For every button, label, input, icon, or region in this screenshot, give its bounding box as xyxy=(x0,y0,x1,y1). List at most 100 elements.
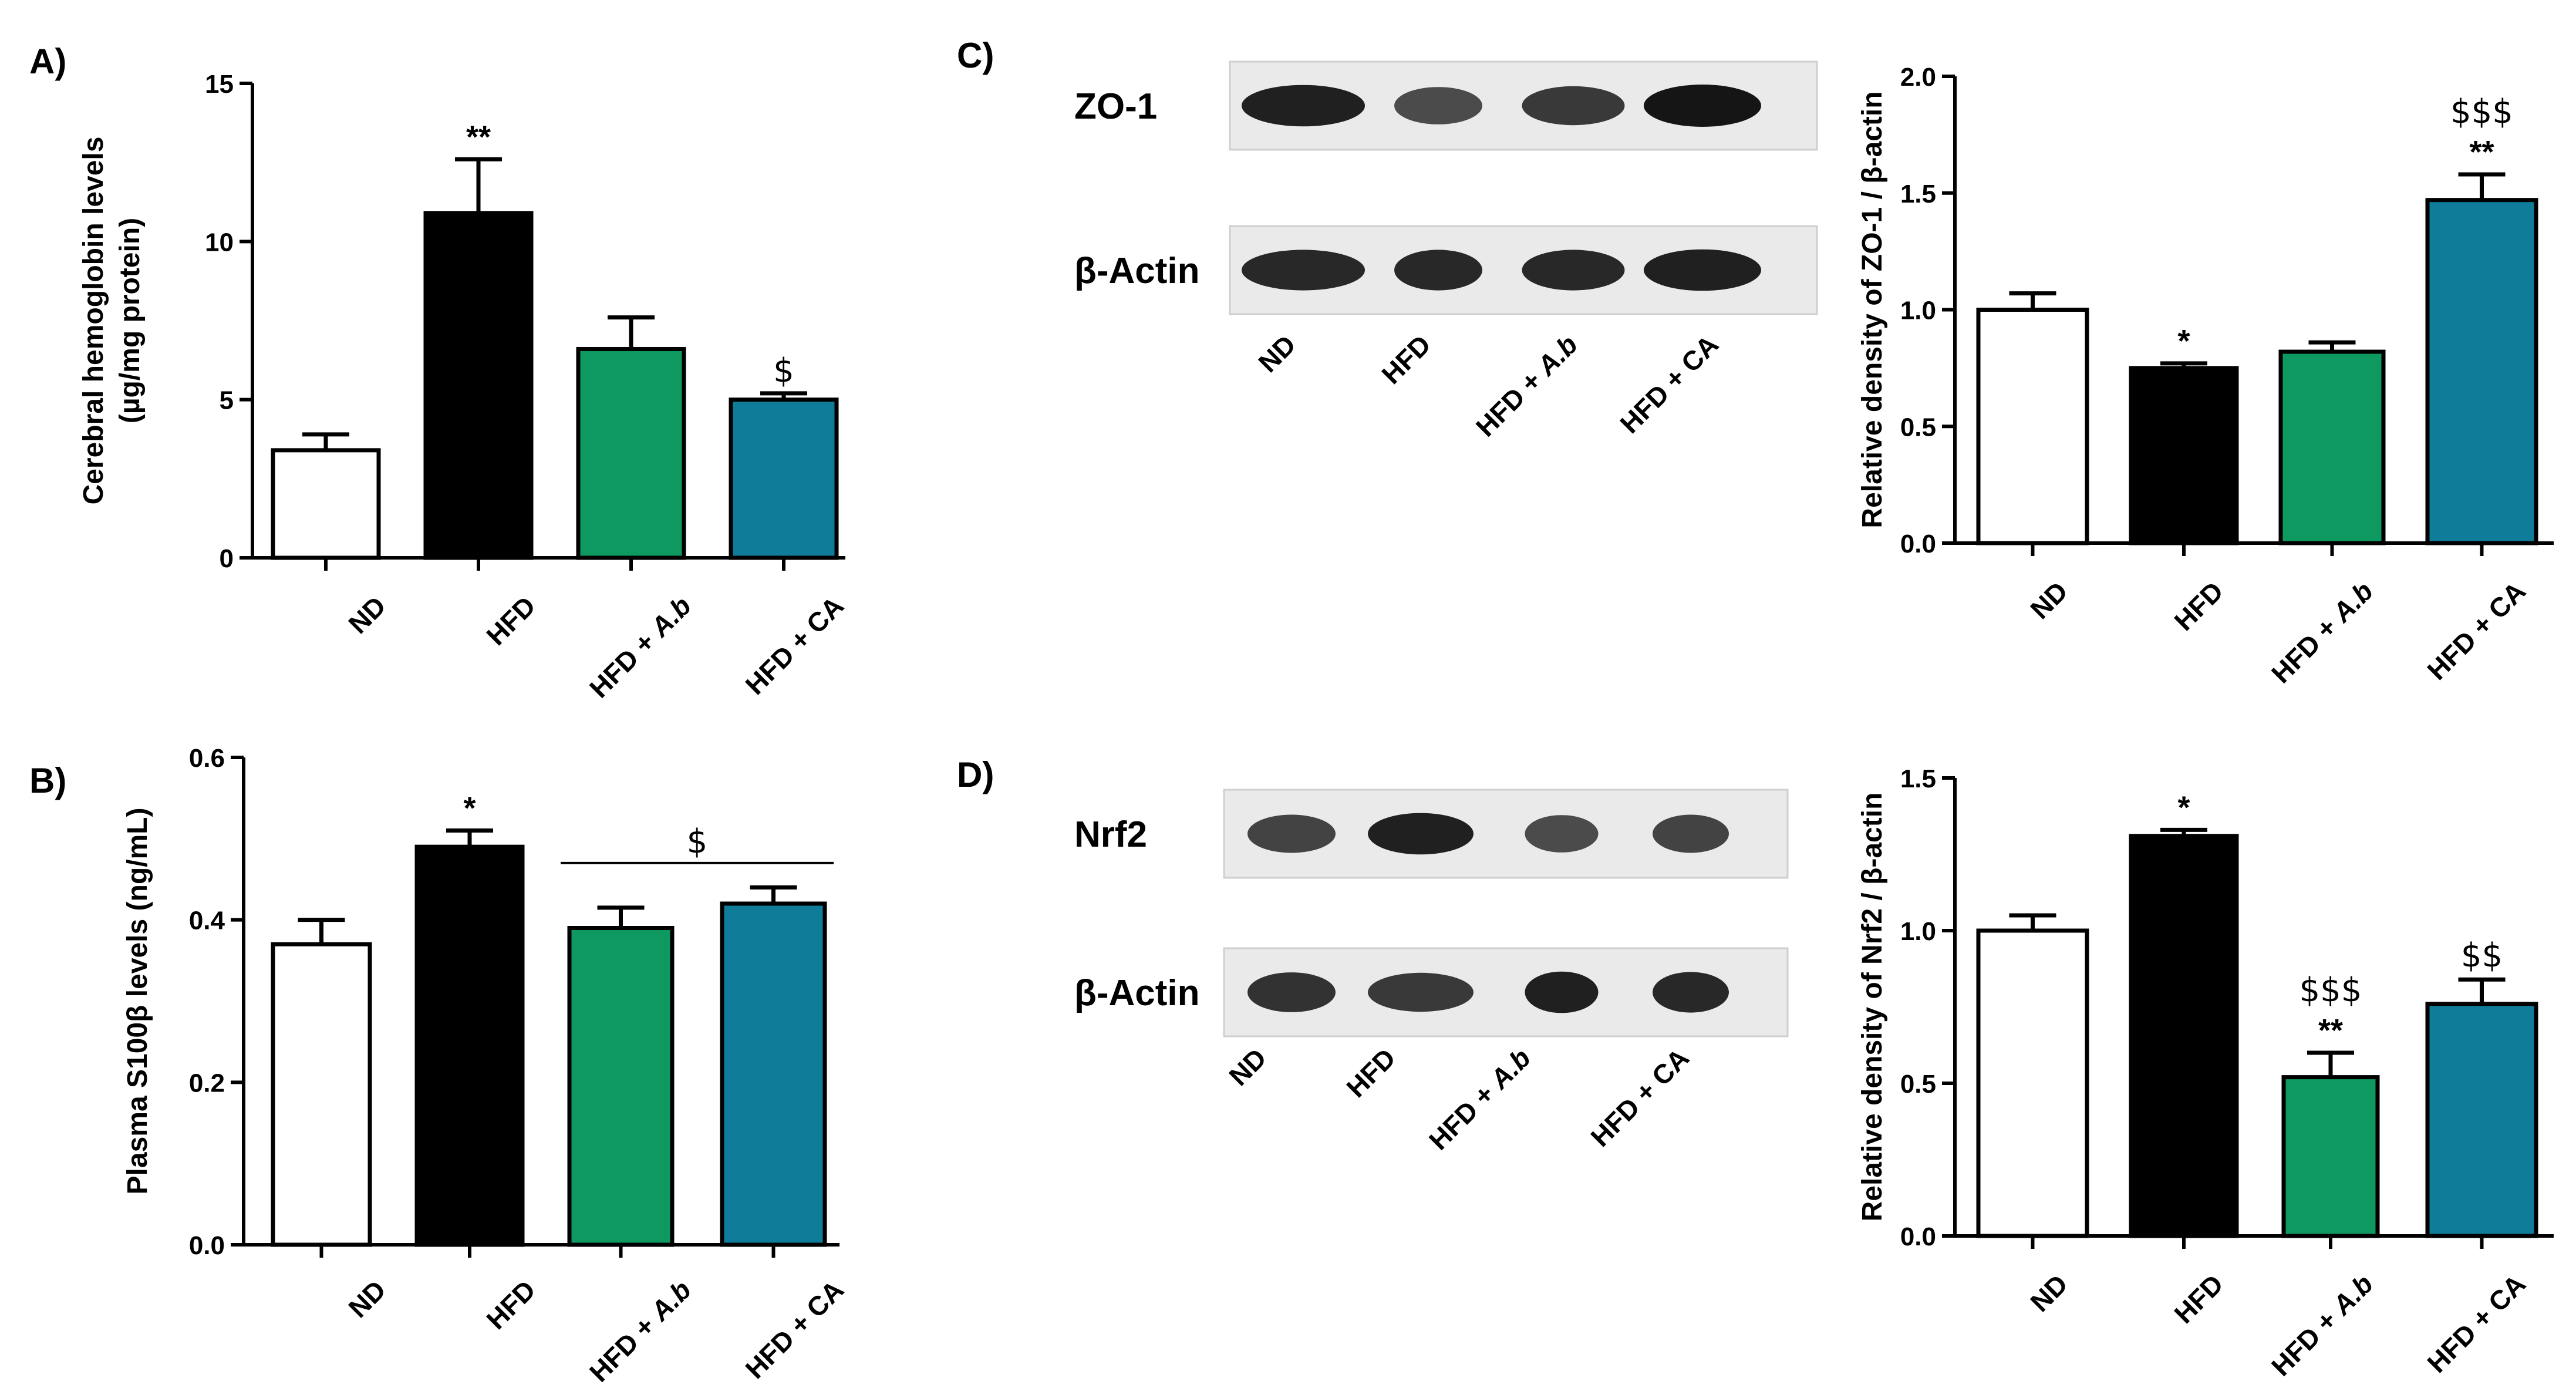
significance-dollar: $ xyxy=(773,352,794,390)
y-tick-label: 0.4 xyxy=(189,907,225,935)
category-label: HFD + CA xyxy=(2421,1268,2531,1379)
category-label: ND xyxy=(342,590,392,639)
significance-dollar: $$ xyxy=(2461,937,2503,975)
blot-row-label: ZO-1 xyxy=(1074,86,1157,127)
panel-letter: D) xyxy=(957,755,994,794)
blot-band xyxy=(1368,972,1474,1012)
y-tick-label: 5 xyxy=(220,386,234,415)
western-blot-panel-c: C) ZO-1 β-Actin ND HFD HFD + A.b HFD + CA xyxy=(957,36,1818,442)
significance-asterisk: ** xyxy=(2318,1013,2343,1048)
bar xyxy=(576,346,686,560)
category-label: ND xyxy=(2024,1268,2073,1318)
bar xyxy=(2281,1075,2380,1238)
category-label: ND xyxy=(342,1274,392,1323)
category-label: HFD xyxy=(2168,575,2229,636)
blot-lane-label: HFD + A.b xyxy=(1470,329,1583,442)
bar xyxy=(567,926,675,1247)
significance-asterisk: * xyxy=(463,791,476,826)
category-label: HFD + A.b xyxy=(584,590,697,703)
y-tick-label: 0.0 xyxy=(1900,530,1936,558)
blot-row-label: β-Actin xyxy=(1074,973,1200,1013)
y-tick-label: 0.5 xyxy=(1900,413,1936,442)
panel-letter: A) xyxy=(29,42,66,81)
panel-letter: D) xyxy=(957,755,994,794)
y-tick-label: 2.0 xyxy=(1900,63,1936,92)
category-label: HFD xyxy=(480,590,541,651)
blot-band xyxy=(1368,813,1474,855)
western-blot-panel-d: D) Nrf2 β-Actin ND HFD HFD + A.b HFD + CA xyxy=(957,755,1789,1156)
panel-letter: C) xyxy=(957,36,994,75)
blot-band xyxy=(1522,86,1625,126)
panel-letter: B) xyxy=(29,761,66,800)
bar xyxy=(423,211,534,560)
significance-dollar: $ xyxy=(687,823,708,861)
blot-band xyxy=(1242,85,1365,127)
category-label: HFD + A.b xyxy=(584,1274,697,1387)
chart-panel-b: B) 0.0 0.2 0.4 0.6 Plasma S100β levels (ng/mL… xyxy=(29,744,849,1387)
blot-lane-label: HFD + CA xyxy=(1584,1042,1695,1153)
bar xyxy=(2425,1002,2538,1238)
blot-band xyxy=(1394,250,1482,291)
y-tick-label: 0 xyxy=(220,544,234,573)
panel-letter: C) xyxy=(957,36,994,75)
blot-band xyxy=(1242,250,1365,291)
y-axis-label: Relative density of Nrf2 / β-actin xyxy=(1857,793,1888,1222)
bar xyxy=(2129,834,2239,1238)
y-tick-label: 15 xyxy=(205,70,234,99)
y-tick-label: 1.0 xyxy=(1900,297,1936,325)
category-label: HFD + CA xyxy=(2421,575,2531,686)
y-tick-label: 1.5 xyxy=(1900,180,1936,208)
blot-lane-label: HFD + A.b xyxy=(1423,1042,1536,1156)
bar xyxy=(414,844,525,1247)
significance-asterisk: ** xyxy=(2469,134,2494,170)
y-tick-label: 0.6 xyxy=(189,744,225,773)
significance-dollar: $$$ xyxy=(2299,971,2362,1009)
category-label: ND xyxy=(2024,575,2073,625)
bar xyxy=(271,942,372,1247)
y-tick-label: 10 xyxy=(205,228,234,257)
blot-band xyxy=(1394,87,1482,124)
category-label: HFD + CA xyxy=(739,590,849,700)
blot-band xyxy=(1247,814,1336,853)
blot-band xyxy=(1644,85,1761,127)
bar xyxy=(1976,308,2089,545)
category-label: HFD xyxy=(480,1274,541,1335)
significance-asterisk: * xyxy=(2177,324,2190,359)
y-tick-label: 0.0 xyxy=(189,1231,225,1260)
bar xyxy=(271,448,381,560)
blot-row-label: Nrf2 xyxy=(1074,814,1147,855)
category-label: HFD + A.b xyxy=(2265,575,2379,689)
y-tick-label: 0.2 xyxy=(189,1069,225,1097)
bar xyxy=(729,397,839,560)
category-label: HFD + A.b xyxy=(2265,1268,2379,1382)
blot-band xyxy=(1653,972,1729,1013)
bar xyxy=(2129,366,2239,545)
blot-band xyxy=(1525,815,1599,853)
y-tick-label: 1.0 xyxy=(1900,917,1936,946)
significance-asterisk: ** xyxy=(466,119,491,154)
blot-band xyxy=(1247,972,1336,1012)
y-axis-label: Plasma S100β levels (ng/mL) xyxy=(122,808,153,1195)
blot-lane-label: HFD xyxy=(1375,329,1437,390)
category-label: HFD xyxy=(2168,1268,2229,1329)
bar xyxy=(720,901,827,1247)
y-tick-label: 0.0 xyxy=(1900,1222,1936,1251)
y-axis-label: (µg/mg protein) xyxy=(114,218,146,423)
blot-band xyxy=(1644,249,1761,291)
blot-lane-label: HFD + CA xyxy=(1614,329,1724,439)
blot-lane-label: ND xyxy=(1252,329,1302,378)
blot-band xyxy=(1653,814,1729,853)
bar xyxy=(2425,198,2538,545)
significance-dollar: $$$ xyxy=(2450,93,2513,131)
y-axis-label: Cerebral hemoglobin levels xyxy=(78,137,109,505)
blot-band xyxy=(1525,971,1599,1013)
bar xyxy=(2278,349,2386,545)
y-tick-label: 0.5 xyxy=(1900,1070,1936,1099)
y-axis-label: Relative density of ZO-1 / β-actin xyxy=(1857,91,1888,528)
category-label: HFD + CA xyxy=(739,1274,849,1384)
significance-asterisk: * xyxy=(2177,790,2190,825)
chart-panel-a: A) 0 5 10 15 Cerebral hemoglobin levels (µg/mg… xyxy=(29,42,849,703)
blot-lane-label: ND xyxy=(1223,1042,1272,1092)
blot-row-label: β-Actin xyxy=(1074,251,1200,291)
